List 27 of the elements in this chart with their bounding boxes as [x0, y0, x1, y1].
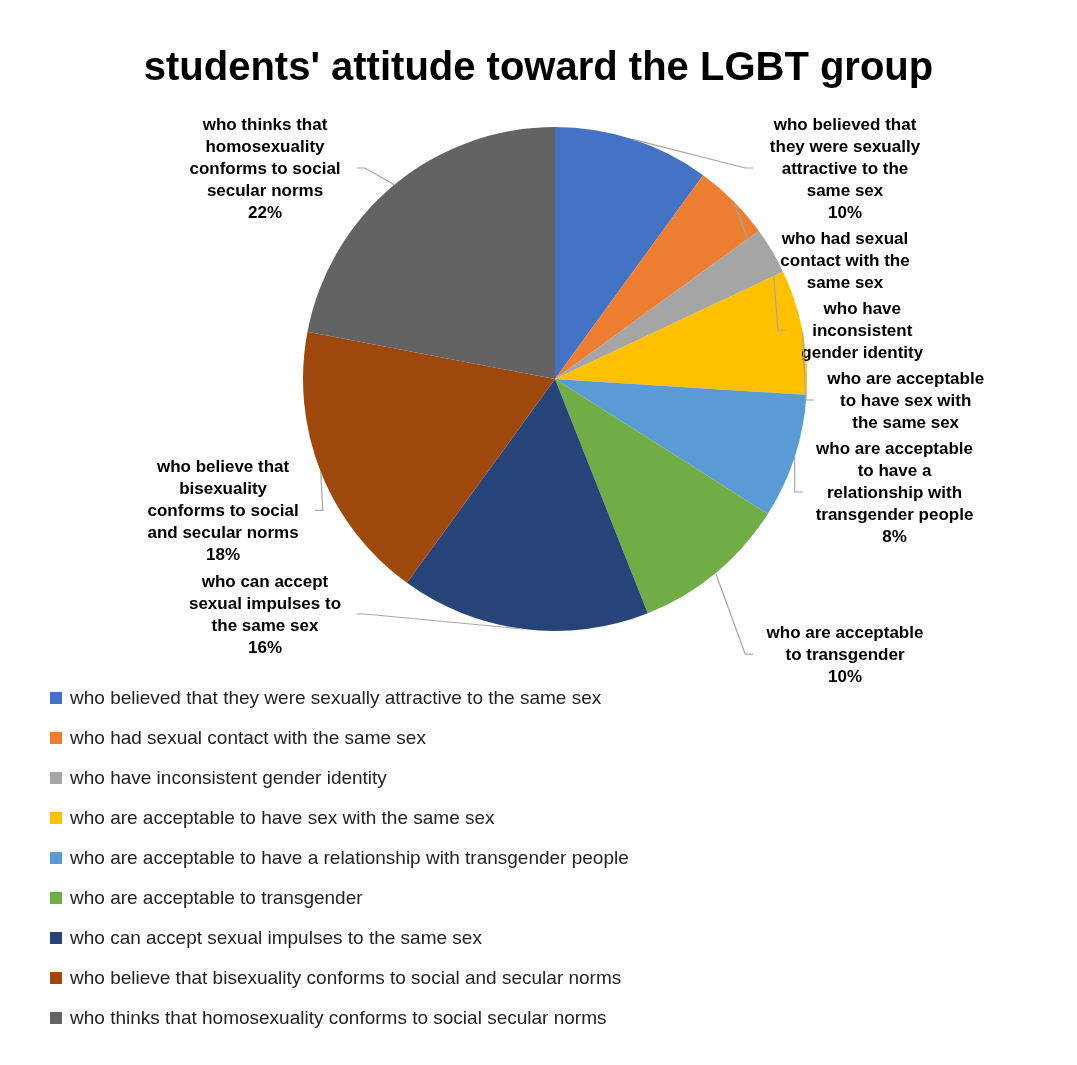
legend-label: who are acceptable to have sex with the same sex: [69, 807, 496, 828]
legend-label: who have inconsistent gender identity: [69, 767, 388, 788]
legend-label: who are acceptable to have a relationship with transgender people: [69, 847, 629, 868]
legend-label: who had sexual contact with the same sex: [69, 727, 427, 748]
slice-label: who believe that bisexuality conforms to social and secular norms: [147, 457, 299, 543]
pie-slice: [555, 379, 768, 614]
pie-slice: [555, 379, 807, 515]
chart-title: students' attitude toward the LGBT group: [143, 44, 934, 88]
slice-label: who thinks that homosexuality conforms to social secular norms: [189, 115, 341, 200]
data-label: 10%: [827, 667, 863, 687]
slice-label: who can accept sexual impulses to the same sex: [188, 572, 342, 635]
slice-label: who believed that they were sexually attractive to the same sex: [769, 115, 921, 200]
pie-slice: [406, 379, 648, 631]
pie-slice: [555, 127, 704, 379]
data-label: 8%: [882, 527, 907, 546]
data-label: 16%: [247, 638, 283, 657]
legend-label: who believed that they were sexually attractive to the same sex: [69, 687, 602, 708]
legend-label: who thinks that homosexuality conforms to social secular norms: [69, 1007, 607, 1028]
legend-label: who believe that bisexuality conforms to social and secular norms: [69, 967, 622, 988]
data-label: 18%: [206, 545, 241, 565]
slice-label: who are acceptable to have a relationship with transgender people: [815, 439, 974, 524]
data-label: 10%: [827, 203, 863, 222]
pie-slice: [555, 175, 759, 379]
slice-label: who are acceptable to transgender: [765, 623, 924, 665]
legend-label: who are acceptable to transgender: [69, 887, 364, 908]
legend-label: who can accept sexual impulses to the same sex: [69, 927, 483, 948]
data-label: 22%: [247, 203, 283, 222]
